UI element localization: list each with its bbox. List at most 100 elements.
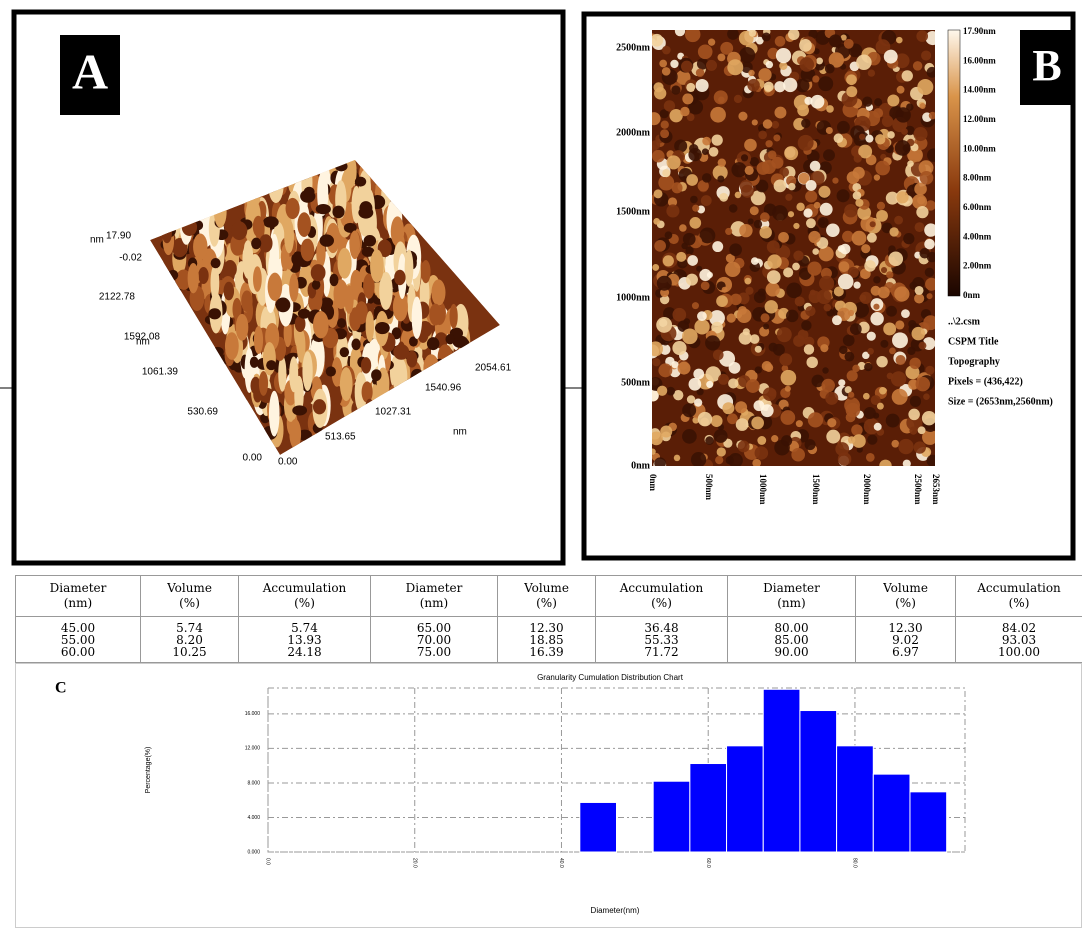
grain xyxy=(867,233,877,243)
grain xyxy=(682,403,696,417)
grain xyxy=(822,367,828,373)
grain xyxy=(915,286,924,295)
grain xyxy=(826,127,833,134)
surface-peak xyxy=(355,177,366,187)
grain xyxy=(927,293,933,299)
x-tick-label: 1000nm xyxy=(758,474,768,505)
figure-top: A nm 17.90 -0.02 nm nm B 2122.781592.081… xyxy=(0,0,1082,570)
grain xyxy=(807,261,821,275)
grain xyxy=(712,241,723,252)
surface-peak xyxy=(326,366,336,376)
grain xyxy=(686,174,698,186)
column-header: Accumulation(%) xyxy=(596,576,728,617)
table-cell: 75.00 xyxy=(371,646,498,663)
bar xyxy=(910,792,947,852)
x-unit: nm xyxy=(453,427,467,438)
grain xyxy=(697,311,707,321)
grain xyxy=(661,121,669,129)
grain xyxy=(917,196,925,204)
grain xyxy=(714,90,728,104)
grain xyxy=(745,166,754,175)
grain xyxy=(727,59,743,75)
grain xyxy=(799,39,812,52)
grain xyxy=(751,417,764,430)
header-line: Volume xyxy=(883,581,928,595)
grain xyxy=(758,68,771,81)
grain xyxy=(848,392,854,398)
grain xyxy=(716,295,728,307)
grain xyxy=(676,252,686,262)
table-cell: 6.97 xyxy=(856,646,956,663)
grain xyxy=(874,98,882,106)
grain xyxy=(784,146,798,160)
grain xyxy=(763,119,772,128)
grain xyxy=(780,410,795,425)
grain xyxy=(714,429,728,443)
grain xyxy=(748,218,754,224)
image-info: CSPM Title xyxy=(948,336,999,347)
table-cell: 12.30 xyxy=(856,617,956,635)
grain xyxy=(915,222,925,232)
table-row: 45.005.745.7465.0012.3036.4880.0012.3084… xyxy=(16,617,1082,635)
grain xyxy=(873,276,880,283)
grain xyxy=(848,436,855,443)
grain xyxy=(757,162,770,175)
column-header: Diameter(nm) xyxy=(16,576,141,617)
grain xyxy=(772,205,788,221)
y-tick-label: 0nm xyxy=(631,460,651,471)
grain xyxy=(873,108,883,118)
grain xyxy=(796,203,804,211)
x-tick-label: 1540.96 xyxy=(425,383,462,394)
table-cell: 84.02 xyxy=(956,617,1082,635)
grain xyxy=(796,420,803,427)
header-line: (%) xyxy=(1009,596,1030,610)
grain xyxy=(761,404,774,417)
grain xyxy=(887,94,899,106)
grain xyxy=(844,39,854,49)
surface-peak xyxy=(405,250,414,287)
grain xyxy=(710,107,726,123)
y-tick-label: 8.000 xyxy=(247,780,260,786)
grain xyxy=(824,304,832,312)
y-axis-label: Percentage(%) xyxy=(145,747,152,794)
surface-peak xyxy=(351,339,360,351)
y-tick-label: 1061.39 xyxy=(142,367,179,378)
x-tick-label: 2500nm xyxy=(913,474,923,505)
grain xyxy=(853,191,861,199)
y-tick-label: 2122.78 xyxy=(99,292,136,303)
grain xyxy=(755,346,762,353)
chart-panel: C Granularity Cumulation Distribution Ch… xyxy=(15,663,1082,928)
grain xyxy=(781,435,792,446)
grain xyxy=(651,140,661,150)
y-tick-label: 2000nm xyxy=(616,127,651,138)
surface-peak xyxy=(313,311,329,338)
y-tick-label: 530.69 xyxy=(187,407,218,418)
grain xyxy=(896,191,908,203)
grain xyxy=(728,378,738,388)
grain xyxy=(670,60,678,68)
grain xyxy=(687,395,695,403)
surface-peak xyxy=(263,216,279,227)
grain xyxy=(739,47,755,63)
grain xyxy=(788,183,795,190)
grain xyxy=(657,276,672,291)
grain xyxy=(706,381,713,388)
grain xyxy=(737,308,752,323)
grain xyxy=(692,205,699,212)
grain xyxy=(894,286,909,301)
grain xyxy=(895,140,911,156)
grain xyxy=(801,320,811,330)
grain xyxy=(666,387,675,396)
grain xyxy=(717,175,724,182)
grain xyxy=(901,309,910,318)
bar xyxy=(800,711,837,852)
grain xyxy=(786,283,802,299)
grain xyxy=(886,306,897,317)
grain xyxy=(868,69,875,76)
grain xyxy=(765,140,772,147)
surface-peak xyxy=(208,308,221,319)
colorbar-label: 14.00nm xyxy=(963,85,996,95)
grain xyxy=(909,427,917,435)
grain xyxy=(920,171,934,185)
grain xyxy=(925,268,934,277)
